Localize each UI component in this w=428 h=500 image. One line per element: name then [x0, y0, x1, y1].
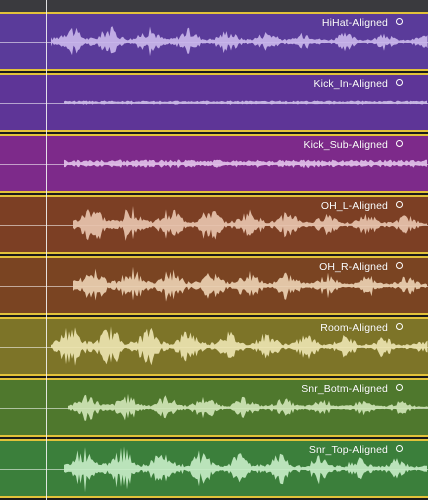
loop-icon[interactable] — [396, 79, 403, 86]
waveform — [73, 206, 427, 241]
region-oh-r-aligned[interactable]: OH_R-Aligned — [0, 256, 428, 315]
waveform-shape — [73, 266, 427, 302]
waveform-shape — [51, 326, 428, 366]
waveform — [64, 100, 427, 105]
loop-icon[interactable] — [396, 201, 403, 208]
region-label: OH_R-Aligned — [319, 261, 388, 273]
waveform-shape — [64, 100, 427, 105]
waveform-shape — [68, 393, 428, 421]
region-label: Kick_Sub-Aligned — [303, 139, 388, 151]
region-kick-in-aligned[interactable]: Kick_In-Aligned — [0, 73, 428, 132]
loop-icon[interactable] — [396, 18, 403, 25]
waveform — [73, 266, 427, 302]
loop-icon[interactable] — [396, 140, 403, 147]
playhead[interactable] — [46, 0, 47, 500]
region-oh-l-aligned[interactable]: OH_L-Aligned — [0, 195, 428, 254]
region-room-aligned[interactable]: Room-Aligned — [0, 317, 428, 376]
region-label: Kick_In-Aligned — [313, 78, 388, 90]
waveform — [68, 393, 428, 421]
waveform-shape — [64, 159, 427, 169]
region-label: Snr_Botm-Aligned — [301, 383, 388, 395]
region-snr-top-aligned[interactable]: Snr_Top-Aligned — [0, 439, 428, 498]
loop-icon[interactable] — [396, 262, 403, 269]
region-kick-sub-aligned[interactable]: Kick_Sub-Aligned — [0, 134, 428, 193]
waveform-shape — [73, 206, 427, 241]
loop-icon[interactable] — [396, 384, 403, 391]
loop-icon[interactable] — [396, 323, 403, 330]
ruler-strip[interactable] — [0, 0, 428, 12]
waveform — [64, 446, 427, 493]
waveform-shape — [64, 446, 427, 493]
region-hihat-aligned[interactable]: HiHat-Aligned — [0, 12, 428, 71]
region-label: Snr_Top-Aligned — [308, 444, 388, 456]
region-label: HiHat-Aligned — [321, 17, 388, 29]
waveform — [51, 326, 428, 366]
region-label: Room-Aligned — [320, 322, 388, 334]
waveform-shape — [51, 26, 428, 57]
loop-icon[interactable] — [396, 445, 403, 452]
region-snr-botm-aligned[interactable]: Snr_Botm-Aligned — [0, 378, 428, 437]
waveform — [64, 159, 427, 169]
region-label: OH_L-Aligned — [320, 200, 388, 212]
waveform — [51, 26, 428, 57]
